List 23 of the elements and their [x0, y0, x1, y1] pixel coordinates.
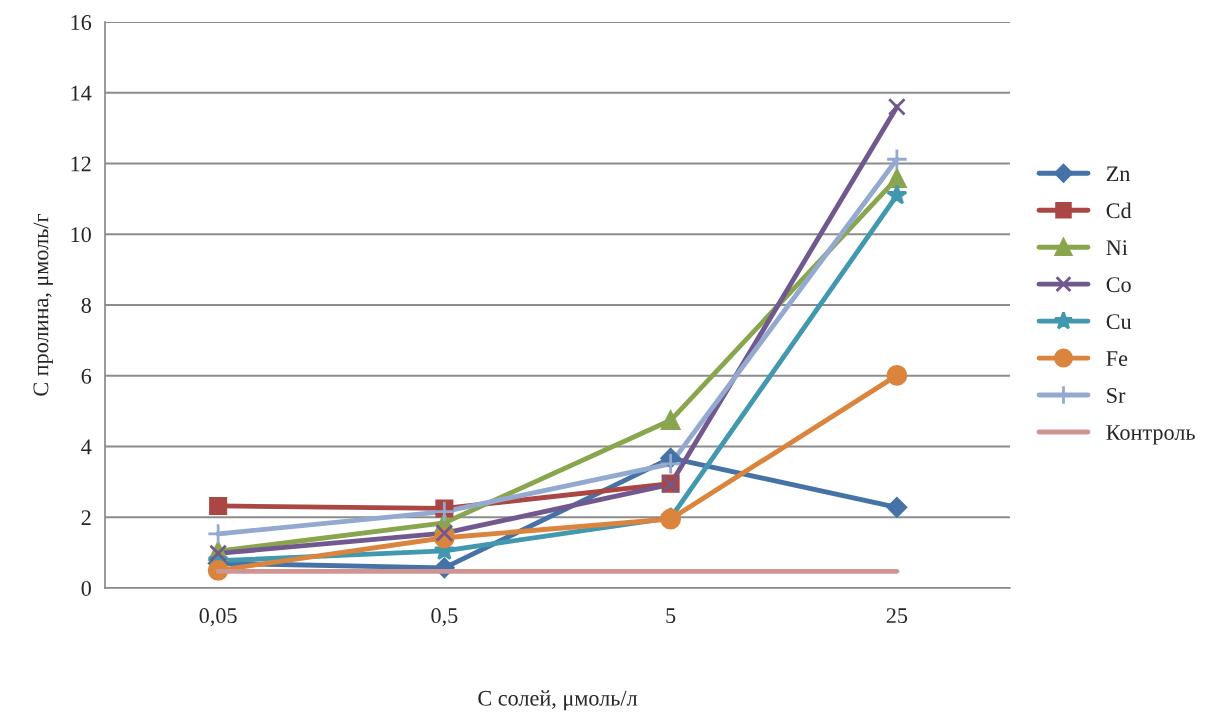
y-tick-label: 0 — [81, 580, 91, 596]
x-tick-label: 0,05 — [199, 608, 237, 627]
x-tick-label: 0,5 — [431, 608, 458, 627]
legend-label: Ni — [1106, 240, 1128, 255]
y-tick-label: 6 — [81, 368, 92, 384]
x-tick-label: 5 — [666, 608, 676, 624]
legend-label: Cd — [1106, 202, 1132, 219]
legend-label: Fe — [1106, 351, 1128, 367]
legend-label: Cu — [1106, 314, 1132, 330]
x-tick-label: 25 — [886, 608, 908, 624]
legend-label: Sr — [1107, 388, 1126, 404]
y-tick-label: 2 — [81, 510, 91, 525]
legend-label: Контроль — [1106, 425, 1195, 445]
y-tick-label: 16 — [71, 14, 92, 30]
y-tick-label: 4 — [81, 439, 92, 455]
y-tick-label: 14 — [71, 85, 92, 101]
y-tick-label: 10 — [71, 227, 91, 243]
legend-label: Co — [1106, 277, 1131, 293]
y-tick-label: 12 — [71, 156, 91, 172]
y-axis-title: C пролина, μмоль/г — [33, 213, 53, 396]
legend-label: Zn — [1106, 166, 1131, 182]
y-tick-label: 8 — [81, 297, 91, 313]
x-axis-title: C солей, μмоль/л — [478, 690, 638, 711]
